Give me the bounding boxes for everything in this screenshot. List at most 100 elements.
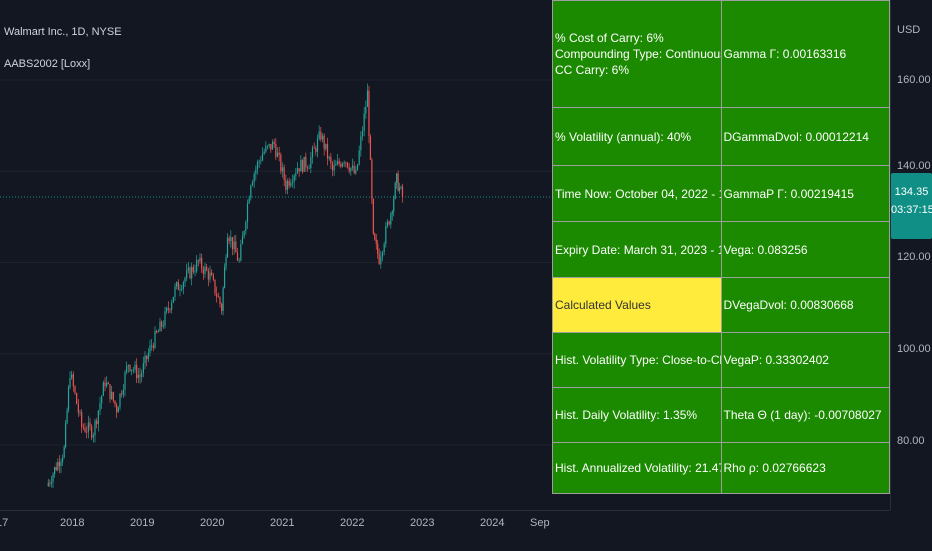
candle-body bbox=[241, 236, 244, 245]
candle-body bbox=[71, 374, 73, 379]
candle-body bbox=[235, 241, 237, 253]
candle-body bbox=[266, 145, 269, 147]
candle-body bbox=[351, 165, 354, 168]
candle-body bbox=[368, 90, 370, 137]
candle-body bbox=[377, 243, 379, 254]
table-row: Calculated Values DVegaDvol: 0.00830668 bbox=[552, 277, 890, 333]
candle-body bbox=[131, 369, 133, 371]
table-cell-right: DGammaDvol: 0.00012214 bbox=[720, 107, 890, 166]
candle-body bbox=[96, 420, 98, 425]
candle-body bbox=[209, 272, 211, 280]
table-cell-right: GammaP Γ: 0.00219415 bbox=[720, 165, 890, 222]
candle-body bbox=[326, 143, 329, 159]
time-tick: 2022 bbox=[340, 517, 365, 529]
candle-body bbox=[340, 163, 342, 167]
last-price-value: 134.35 bbox=[894, 186, 929, 198]
candle-body bbox=[320, 131, 322, 140]
candle-body bbox=[187, 267, 189, 271]
candle-body bbox=[181, 288, 183, 290]
candle-body bbox=[331, 163, 334, 171]
candle-body bbox=[201, 257, 203, 269]
candle-body bbox=[152, 345, 154, 348]
candle-body bbox=[300, 159, 302, 172]
candle-body bbox=[316, 138, 319, 152]
candle-body bbox=[333, 165, 335, 171]
candle-body bbox=[142, 363, 144, 374]
candle-body bbox=[243, 231, 245, 237]
candle-body bbox=[301, 159, 304, 172]
chart-area[interactable]: Walmart Inc., 1D, NYSE AABS2002 [Loxx] %… bbox=[0, 0, 890, 510]
candle-body bbox=[325, 143, 327, 149]
candle-body bbox=[92, 435, 94, 438]
indicator-title[interactable]: AABS2002 [Loxx] bbox=[4, 58, 91, 70]
candle-body bbox=[204, 266, 206, 274]
candle-body bbox=[321, 135, 324, 140]
candle-body bbox=[261, 153, 264, 161]
time-axis[interactable]: 17 2018 2019 2020 2021 2022 2023 2024 Se… bbox=[0, 510, 890, 551]
candle-body bbox=[265, 146, 267, 152]
table-cell-left: Hist. Volatility Type: Close-to-Close bbox=[552, 332, 722, 388]
candle-body bbox=[369, 136, 372, 160]
candle-body bbox=[132, 369, 134, 371]
candle-body bbox=[169, 309, 171, 311]
price-axis[interactable]: USD 160.00 140.00 120.00 100.00 80.00 bbox=[890, 0, 932, 510]
candle-body bbox=[375, 239, 377, 244]
candle-body bbox=[308, 168, 310, 169]
candle-body bbox=[255, 169, 257, 174]
candle-body bbox=[372, 199, 374, 234]
candle-body bbox=[102, 382, 104, 396]
candle-body bbox=[177, 282, 179, 291]
candle-body bbox=[233, 241, 235, 250]
candle-body bbox=[385, 226, 387, 244]
candle-body bbox=[109, 384, 111, 399]
candle-body bbox=[217, 296, 219, 298]
candle-body bbox=[315, 147, 317, 152]
candle-body bbox=[156, 330, 158, 333]
candle-body bbox=[298, 168, 300, 172]
candle-body bbox=[144, 355, 146, 364]
price-tick: 80.00 bbox=[897, 435, 925, 447]
candle-body bbox=[61, 457, 64, 462]
candle-body bbox=[290, 183, 292, 186]
candle-body bbox=[222, 287, 224, 311]
candle-body bbox=[77, 404, 79, 413]
candle-body bbox=[397, 173, 399, 191]
candle-body bbox=[358, 150, 360, 165]
candle-body bbox=[146, 355, 148, 360]
symbol-title[interactable]: Walmart Inc., 1D, NYSE bbox=[4, 26, 122, 38]
candle-body bbox=[129, 364, 131, 371]
table-cell-left: Time Now: October 04, 2022 - 16:22:32 bbox=[552, 165, 722, 222]
candle-body bbox=[271, 141, 274, 150]
price-tick: 100.00 bbox=[897, 343, 931, 355]
candle-body bbox=[363, 113, 365, 132]
candle-body bbox=[139, 374, 141, 378]
candle-body bbox=[74, 386, 76, 394]
candle-body bbox=[250, 185, 252, 199]
candle-body bbox=[157, 331, 159, 333]
candle-body bbox=[345, 162, 347, 164]
price-tick: 160.00 bbox=[897, 74, 931, 86]
candle-body bbox=[50, 482, 53, 484]
candle-body bbox=[119, 393, 121, 408]
time-tick: 2018 bbox=[60, 517, 85, 529]
candle-body bbox=[238, 260, 240, 262]
candle-body bbox=[81, 412, 83, 427]
candle-body bbox=[285, 180, 287, 190]
candle-body bbox=[134, 364, 136, 370]
time-tick: Sep bbox=[530, 517, 550, 529]
candle-body bbox=[251, 182, 254, 186]
candle-body bbox=[52, 474, 54, 483]
greeks-table: % Cost of Carry: 6% Compounding Type: Co… bbox=[552, 0, 890, 494]
candle-body bbox=[79, 412, 81, 414]
candle-body bbox=[162, 325, 164, 327]
table-cell-left: % Volatility (annual): 40% bbox=[552, 107, 722, 166]
candle-body bbox=[66, 410, 68, 424]
candle-body bbox=[268, 144, 270, 146]
candle-body bbox=[311, 147, 314, 158]
candle-body bbox=[303, 156, 305, 172]
candle-body bbox=[67, 387, 70, 411]
candle-body bbox=[293, 175, 295, 182]
candle-body bbox=[179, 289, 181, 291]
candle-body bbox=[346, 162, 349, 168]
candle-body bbox=[189, 267, 191, 279]
